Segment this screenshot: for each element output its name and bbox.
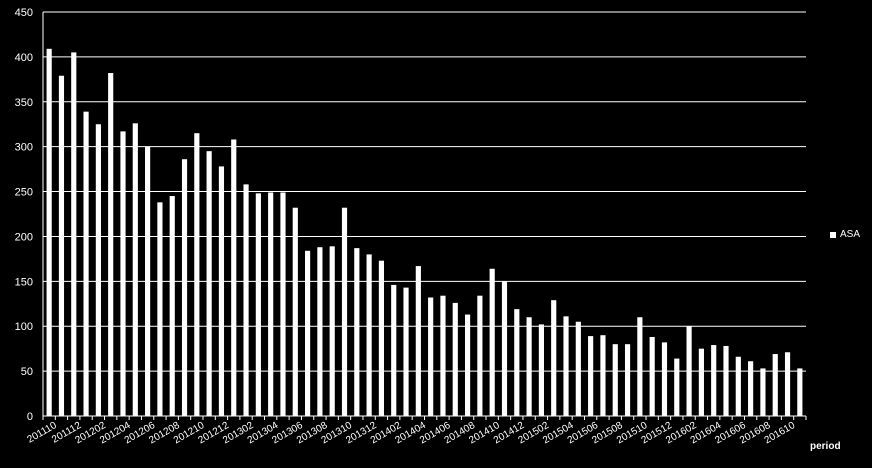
bar-201204 — [120, 131, 126, 416]
bar-201308 — [317, 247, 323, 416]
bar-201407 — [452, 302, 458, 416]
bar-201505 — [575, 321, 581, 416]
y-tick-label: 450 — [15, 7, 33, 19]
bar-201507 — [600, 335, 606, 416]
bar-201201 — [83, 111, 89, 417]
bar-201403 — [403, 287, 409, 416]
y-tick-label: 150 — [15, 276, 33, 288]
bar-201210 — [194, 133, 200, 416]
bar-201306 — [292, 207, 298, 416]
bar-201301 — [231, 139, 237, 417]
bar-201504 — [563, 316, 569, 416]
bar-201412 — [514, 309, 520, 416]
legend-swatch — [830, 231, 836, 238]
bar-201501 — [526, 317, 532, 416]
y-tick-label: 350 — [15, 97, 33, 109]
bar-201203 — [108, 73, 114, 416]
bar-201311 — [354, 248, 360, 416]
bar-201511 — [649, 336, 655, 416]
bar-201404 — [415, 266, 421, 416]
bar-201510 — [637, 317, 643, 416]
bar-201112 — [71, 52, 77, 417]
y-tick-label: 400 — [15, 52, 33, 64]
bar-201209 — [181, 159, 188, 417]
bar-201503 — [551, 300, 557, 416]
y-tick-label: 0 — [27, 411, 33, 423]
bar-201502 — [538, 324, 544, 416]
bar-201211 — [206, 151, 212, 416]
bar-201408 — [464, 314, 471, 416]
bar-201309 — [329, 246, 335, 416]
y-tick-label: 300 — [15, 142, 33, 154]
bar-201606 — [735, 356, 741, 416]
bar-201410 — [489, 268, 495, 416]
bar-201609 — [772, 354, 778, 416]
y-tick-label: 200 — [15, 231, 33, 243]
bar-201509 — [624, 344, 631, 416]
bar-201310 — [341, 207, 348, 416]
bar-201303 — [255, 193, 261, 416]
bar-201602 — [686, 326, 692, 416]
bar-201212 — [218, 166, 225, 416]
bar-201110 — [46, 48, 52, 416]
bar-201611 — [797, 368, 803, 416]
y-axis: 0 50 100 150 200 250 300 350 400 450 — [15, 7, 44, 423]
bar-201506 — [588, 336, 594, 416]
bar-201304 — [268, 192, 274, 416]
bar-201508 — [612, 344, 618, 416]
bar-201111 — [58, 75, 65, 417]
bar-201307 — [305, 250, 311, 416]
bar-201206 — [145, 146, 151, 416]
bar-201604 — [711, 345, 717, 416]
bar-201405 — [428, 297, 434, 416]
bar-201402 — [391, 284, 397, 416]
bars — [46, 48, 803, 417]
bar-201603 — [698, 348, 704, 416]
bar-201608 — [760, 368, 766, 416]
bar-201207 — [157, 202, 163, 416]
bar-201406 — [440, 295, 446, 416]
bar-201401 — [378, 260, 385, 416]
legend: ASA — [830, 229, 860, 240]
x-axis-title: period — [810, 441, 841, 452]
bar-201312 — [366, 254, 372, 416]
bar-201512 — [661, 342, 668, 416]
y-tick-label: 100 — [15, 321, 33, 333]
bar-201205 — [132, 123, 138, 416]
bar-201208 — [169, 196, 175, 416]
bar-201411 — [501, 281, 508, 416]
bar-201409 — [477, 295, 483, 416]
y-tick-label: 50 — [21, 366, 33, 378]
bar-201601 — [674, 358, 680, 416]
bar-201610 — [784, 352, 791, 416]
bar-201607 — [748, 361, 754, 416]
bar-201305 — [280, 192, 286, 416]
bar-201605 — [723, 345, 729, 416]
bar-201202 — [95, 124, 101, 416]
bar-201302 — [243, 184, 249, 416]
x-axis: 2011102011122012022012042012062012082012… — [26, 416, 807, 446]
legend-label: ASA — [840, 229, 861, 240]
y-tick-label: 250 — [15, 187, 33, 199]
